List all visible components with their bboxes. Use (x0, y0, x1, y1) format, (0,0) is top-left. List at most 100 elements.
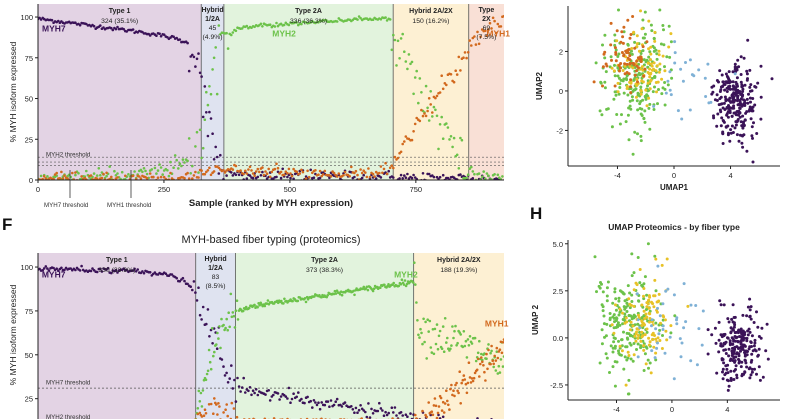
umap-point (633, 73, 637, 77)
myh7-threshold-label: MYH7 threshold (44, 202, 89, 209)
umap-point (740, 360, 744, 364)
dot-myh1 (452, 80, 456, 84)
umap-point (748, 297, 752, 301)
dot-myh1 (74, 171, 77, 174)
dot-myh1 (162, 175, 166, 179)
dot-myh2 (187, 137, 191, 140)
umap-point (632, 342, 636, 345)
umap-point (616, 55, 620, 58)
dot-myh2 (57, 181, 60, 184)
dot-myh7 (311, 406, 314, 409)
umap-y-tick-label-0: -2 (556, 126, 563, 135)
dot-myh1 (254, 170, 258, 173)
umap-point (749, 373, 753, 377)
umap-point (645, 305, 649, 309)
dot-myh7 (427, 172, 431, 176)
umap-point (668, 55, 672, 59)
umap-point (647, 298, 651, 302)
umap-point (730, 317, 734, 321)
umap-point (604, 352, 608, 356)
umap-point (616, 90, 620, 94)
dot-myh1 (191, 177, 194, 180)
series-label-myh2: MYH2 (394, 270, 418, 280)
dot-myh1 (385, 172, 389, 176)
umap-point (664, 91, 668, 95)
umap-point (734, 368, 737, 371)
umap-point (638, 326, 642, 330)
dot-myh7 (228, 377, 231, 380)
umap-point (738, 106, 742, 110)
dot-myh1 (267, 167, 271, 171)
dot-myh1 (449, 73, 453, 76)
umap-point (682, 326, 686, 330)
dot-myh1 (421, 409, 424, 413)
dot-myh7 (175, 276, 178, 280)
dot-myh7 (39, 18, 43, 21)
umap-point (748, 85, 752, 89)
umap-point (721, 377, 725, 381)
umap-point (605, 356, 609, 360)
umap-point (652, 345, 656, 349)
umap-point (614, 308, 618, 312)
umap-point (644, 308, 648, 311)
umap-point (616, 74, 620, 78)
umap-point (742, 56, 746, 60)
umap-point (608, 371, 611, 374)
dot-myh1 (273, 167, 277, 171)
umap-y-tick-label-0: -2.5 (550, 381, 563, 390)
dot-myh2 (127, 173, 130, 176)
dot-myh2 (485, 357, 488, 361)
dot-myh2 (446, 336, 449, 340)
umap-point (736, 339, 740, 343)
umap-point (626, 113, 630, 117)
umap-point (758, 378, 762, 382)
dot-myh1 (455, 73, 459, 76)
dot-myh7 (102, 26, 105, 29)
dot-myh1 (134, 177, 138, 180)
dot-myh1 (496, 356, 500, 360)
umap-point (621, 41, 625, 45)
umap-point (614, 297, 618, 301)
dot-myh1 (139, 177, 143, 180)
dot-myh7 (401, 177, 405, 180)
dot-myh2 (332, 292, 336, 296)
dot-myh1 (401, 142, 405, 146)
umap-point (726, 336, 729, 340)
umap-point (731, 303, 735, 307)
dot-myh2 (280, 299, 283, 303)
dot-myh1 (197, 176, 200, 179)
umap-point (601, 84, 604, 88)
umap-point (745, 72, 749, 76)
cluster-hybrid-1-2a (635, 264, 705, 381)
umap-point (635, 348, 638, 351)
dot-myh7 (208, 335, 211, 338)
umap-point (722, 82, 726, 86)
dot-myh2 (201, 146, 205, 150)
region-title-4-b: 2X (482, 16, 491, 23)
dot-myh1 (110, 175, 113, 179)
umap-point (733, 111, 737, 115)
dot-myh2 (433, 327, 437, 331)
umap-point (673, 61, 677, 65)
umap-point (719, 124, 723, 128)
umap-point (632, 63, 636, 67)
umap-point (745, 336, 749, 340)
dot-myh2 (230, 315, 234, 319)
x-tick-label-2: 500 (284, 185, 297, 194)
umap-point (678, 337, 682, 341)
dot-myh7 (239, 390, 242, 393)
dot-myh1 (431, 413, 435, 417)
dot-myh1 (204, 412, 208, 415)
umap-point (718, 90, 722, 93)
dot-myh7 (339, 177, 342, 180)
umap-point (654, 69, 658, 73)
umap-point (735, 66, 739, 70)
dot-myh2 (438, 123, 442, 126)
dot-myh2 (431, 115, 434, 118)
dot-myh1 (194, 170, 197, 174)
dot-myh2 (305, 295, 309, 299)
dot-myh1 (215, 403, 218, 406)
umap-point (608, 312, 612, 315)
umap-point (738, 98, 742, 102)
